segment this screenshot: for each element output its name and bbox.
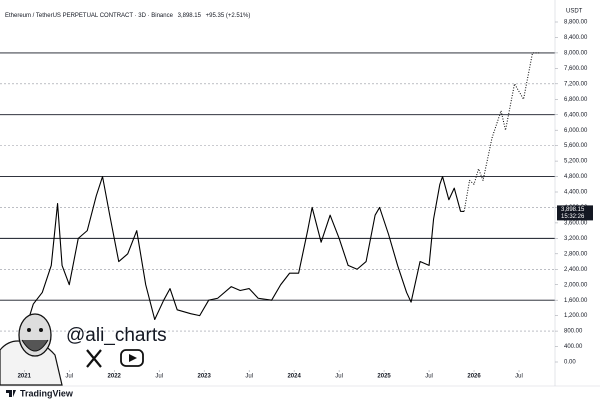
y-tick-label: 2,000.00: [564, 282, 588, 288]
header-title: Ethereum / TetherUS PERPETUAL CONTRACT ·…: [5, 13, 174, 19]
y-tick-label: 6,400.00: [564, 112, 588, 118]
y-tick-label: 8,000.00: [564, 50, 588, 56]
y-tick-label: 6,800.00: [564, 97, 588, 103]
y-tick-label: 4,800.00: [564, 174, 588, 180]
avatar-eye: [39, 328, 43, 332]
x-tick-label: Jul: [335, 374, 343, 380]
y-tick-label: 7,200.00: [564, 81, 588, 87]
header-change: +95.35 (+2.51%): [206, 13, 251, 19]
x-tick-label: 2025: [377, 374, 391, 380]
last-price-label: 3,898.15: [561, 207, 585, 213]
y-tick-label: 7,600.00: [564, 66, 588, 72]
youtube-play: [129, 354, 137, 362]
header: Ethereum / TetherUS PERPETUAL CONTRACT ·…: [5, 13, 250, 19]
countdown-label: 15:32:26: [561, 214, 585, 220]
x-tick-label: 2023: [198, 374, 212, 380]
youtube-frame: [120, 349, 144, 367]
footer-logo: TradingView: [6, 388, 74, 398]
y-tick-label: 800.00: [564, 329, 583, 335]
x-tick-label: 2024: [287, 374, 301, 380]
x-tick-label: Jul: [245, 374, 253, 380]
x-tick-label: Jul: [65, 374, 73, 380]
x-tick-label: 2021: [18, 374, 32, 380]
y-tick-label: 2,800.00: [564, 251, 588, 257]
y-axis-label: USDT: [566, 9, 583, 15]
y-tick-label: 1,600.00: [564, 298, 588, 304]
y-tick-label: 1,200.00: [564, 313, 588, 319]
header-price: 3,898.15: [178, 13, 202, 19]
logo-mark: [6, 390, 16, 397]
x-tick-label: Jul: [515, 374, 523, 380]
x-icon: [86, 349, 102, 368]
youtube-icon: [120, 349, 144, 367]
avatar-beard: [21, 339, 49, 352]
footer-brand: TradingView: [20, 388, 74, 398]
y-tick-label: 8,400.00: [564, 35, 588, 41]
avatar: [0, 313, 63, 386]
y-tick-label: 5,200.00: [564, 159, 588, 165]
avatar-eye: [27, 328, 31, 332]
y-tick-label: 8,800.00: [564, 20, 588, 26]
y-tick-label: 0.00: [564, 360, 576, 366]
last-price-box: [557, 205, 593, 221]
plot: [0, 52, 555, 334]
x-tick-label: Jul: [155, 374, 163, 380]
y-tick-label: 4,400.00: [564, 190, 588, 196]
x-tick-label: 2022: [108, 374, 122, 380]
x-tick-label: Jul: [425, 374, 433, 380]
watermark-handle: @ali_charts: [66, 325, 167, 346]
y-tick-label: 3,600.00: [564, 220, 588, 226]
y-tick-label: 3,200.00: [564, 236, 588, 242]
y-tick-label: 2,400.00: [564, 267, 588, 273]
y-tick-label: 5,600.00: [564, 143, 588, 149]
x-icon-glyph: [86, 349, 102, 368]
x-tick-label: 2026: [467, 374, 481, 380]
price-line: [23, 176, 465, 334]
y-tick-label: 6,000.00: [564, 128, 588, 134]
y-tick-label: 400.00: [564, 344, 583, 350]
